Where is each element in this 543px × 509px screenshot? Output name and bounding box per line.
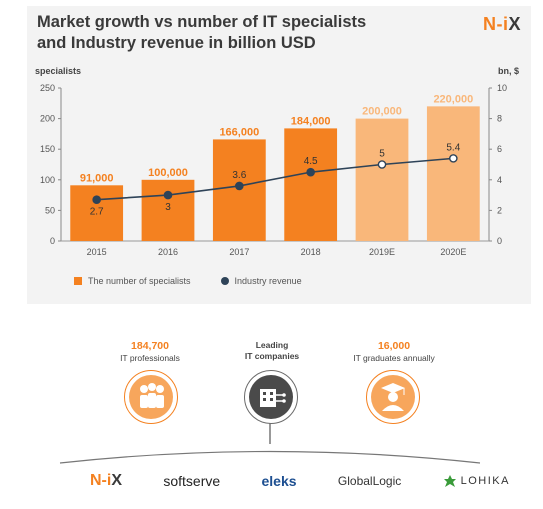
stat-professionals: 184,700 IT professionals <box>90 340 210 364</box>
x-tick-label: 2016 <box>158 247 178 257</box>
revenue-point <box>449 154 458 163</box>
y-right-tick-label: 0 <box>497 236 502 246</box>
chart-legend: The number of specialists Industry reven… <box>74 276 302 286</box>
lohika-logo: LOHIKA <box>443 474 510 488</box>
bar-data-label: 166,000 <box>219 126 259 138</box>
eleks-logo: eleks <box>261 473 297 489</box>
y-left-tick-label: 200 <box>40 114 55 124</box>
bar-data-label: 184,000 <box>291 115 331 127</box>
revenue-data-label: 4.5 <box>304 156 318 167</box>
stat-graduates-number: 16,000 <box>377 340 411 352</box>
lohika-logo-text: LOHIKA <box>460 475 510 487</box>
company-logos: N-iX softserve eleks GlobalLogic LOHIKA <box>90 470 510 492</box>
legend-swatch-bar <box>74 277 82 285</box>
revenue-data-label: 3.6 <box>232 170 246 181</box>
stat-graduates: 16,000 IT graduates annually <box>334 340 454 364</box>
nix-logo: N-iX <box>483 14 521 35</box>
revenue-data-label: 5 <box>379 149 385 160</box>
lohika-leaf-icon <box>443 475 456 487</box>
nix-company-logo-text: N-i <box>90 472 112 489</box>
x-tick-label: 2015 <box>87 247 107 257</box>
y-right-tick-label: 10 <box>497 83 507 93</box>
y-right-tick-label: 8 <box>497 114 502 124</box>
revenue-data-label: 5.4 <box>446 142 460 153</box>
graduate-icon <box>381 383 405 411</box>
nix-company-logo: N-iX <box>90 472 122 490</box>
revenue-data-label: 3 <box>165 202 171 213</box>
stat-companies: Leading IT companies <box>212 340 332 362</box>
y-axis-right-title: bn, $ <box>498 66 519 76</box>
revenue-point <box>92 195 101 204</box>
y-left-tick-label: 100 <box>40 175 55 185</box>
y-left-tick-label: 0 <box>50 236 55 246</box>
legend-item-specialists: The number of specialists <box>74 276 191 286</box>
x-tick-label: 2018 <box>301 247 321 257</box>
chart-title: Market growth vs number of IT specialist… <box>37 12 417 54</box>
combo-chart: specialists bn, $ 0 50 100 150 200 250 0 2 4 6 8 10 91… <box>35 66 519 257</box>
revenue-point <box>235 181 244 191</box>
chart-panel: Market growth vs number of IT specialist… <box>27 6 531 304</box>
companies-circle <box>244 370 298 424</box>
bar <box>141 179 195 241</box>
team-gears-icon <box>140 383 164 408</box>
stat-professionals-label: IT professionals <box>120 353 180 363</box>
y-right-tick-label: 4 <box>497 175 502 185</box>
legend-item-revenue: Industry revenue <box>220 276 302 286</box>
bar-data-label: 100,000 <box>148 167 188 179</box>
y-right-tick-label: 2 <box>497 205 502 215</box>
bar-data-label: 91,000 <box>80 172 114 184</box>
revenue-point <box>163 190 173 200</box>
y-right-tick-label: 6 <box>497 144 502 154</box>
nix-logo-x: X <box>508 14 521 34</box>
stat-companies-line2: IT companies <box>244 351 300 361</box>
graduates-circle <box>366 370 420 424</box>
y-left-tick-label: 150 <box>40 144 55 154</box>
softserve-logo: softserve <box>163 473 221 489</box>
nix-company-logo-x: X <box>111 472 122 489</box>
x-tick-label: 2017 <box>229 247 249 257</box>
y-left-tick-label: 250 <box>40 83 55 93</box>
bar-data-label: 220,000 <box>433 93 473 105</box>
bar <box>284 128 338 241</box>
y-left-tick-label: 50 <box>45 205 55 215</box>
x-tick-label: 2020E <box>440 247 466 257</box>
bar <box>426 106 480 241</box>
stat-professionals-number: 184,700 <box>131 340 169 352</box>
revenue-data-label: 2.7 <box>90 207 104 218</box>
revenue-point <box>377 160 387 169</box>
bar <box>355 118 409 241</box>
legend-label-revenue: Industry revenue <box>234 276 302 286</box>
chart-title-line1: Market growth vs number of IT specialist… <box>37 13 367 31</box>
stat-companies-line1: Leading <box>255 340 289 350</box>
legend-label-specialists: The number of specialists <box>88 276 191 286</box>
nix-logo-text: N-i <box>482 14 509 34</box>
revenue-point <box>306 167 315 177</box>
chart-title-line2: and Industry revenue in billion USD <box>37 34 316 52</box>
x-tick-label: 2019E <box>369 247 395 257</box>
office-building-icon <box>260 389 286 407</box>
stat-graduates-label: IT graduates annually <box>353 353 435 363</box>
bar <box>70 185 124 241</box>
professionals-circle <box>124 370 178 424</box>
y-axis-left-title: specialists <box>35 66 81 76</box>
legend-swatch-dot <box>220 277 229 285</box>
bar-data-label: 200,000 <box>362 106 402 118</box>
globallogic-logo: GlobalLogic <box>337 474 402 488</box>
revenue-line <box>96 157 454 201</box>
